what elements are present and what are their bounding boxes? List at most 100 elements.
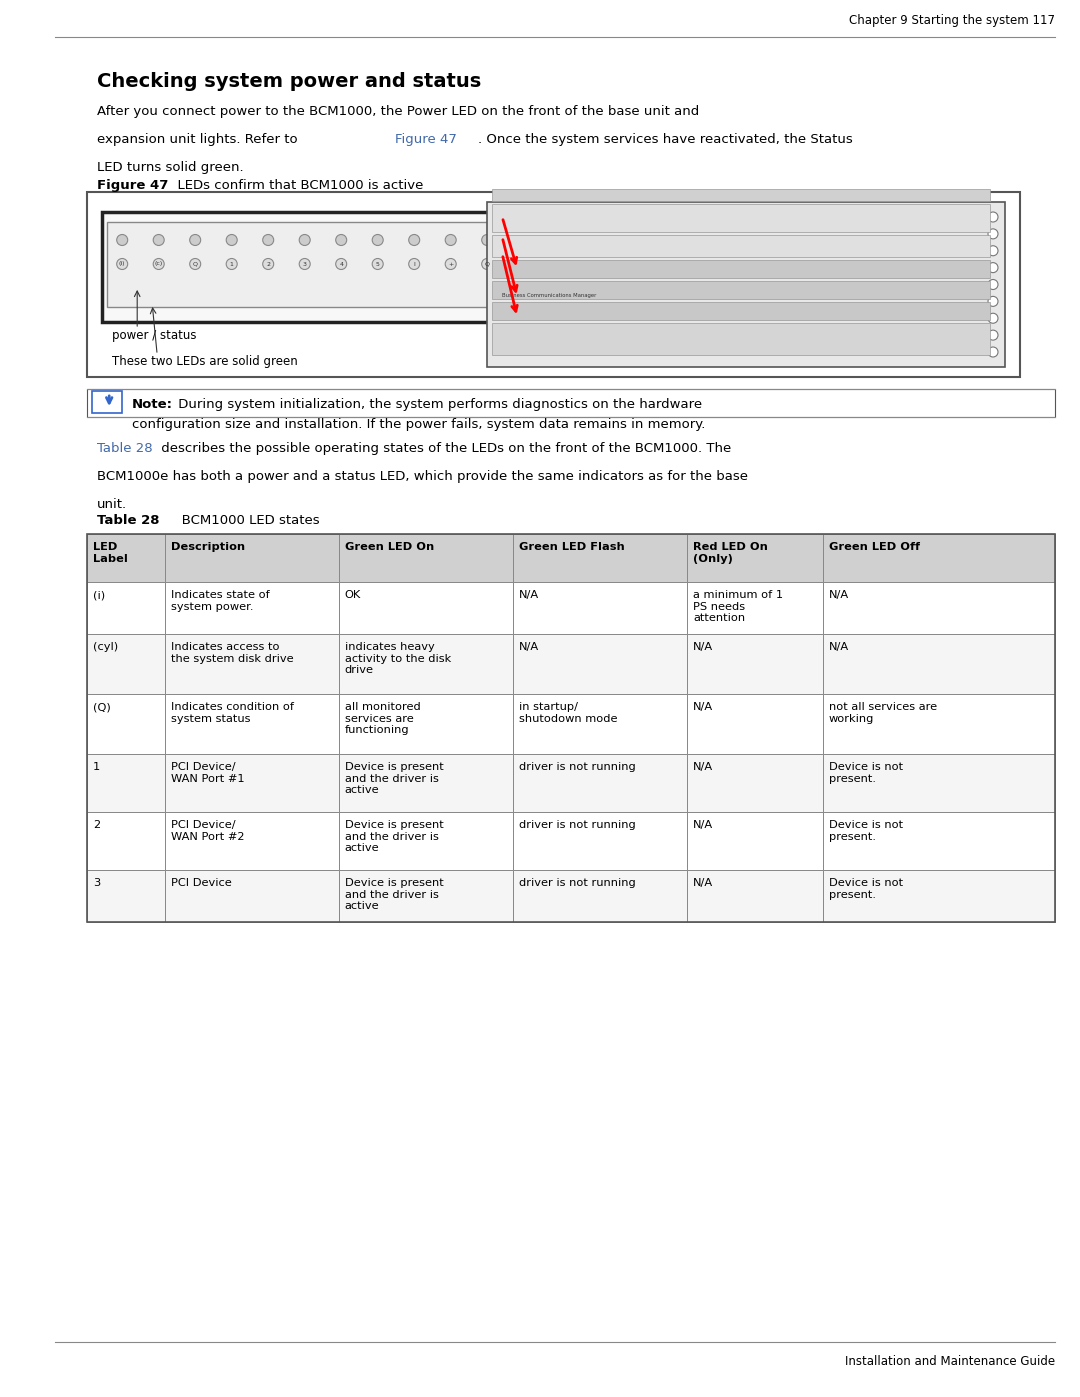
Text: 1: 1 <box>93 761 100 773</box>
Text: N/A: N/A <box>519 643 539 652</box>
Text: Figure 47: Figure 47 <box>97 179 168 191</box>
Text: Device is present
and the driver is
active: Device is present and the driver is acti… <box>345 820 444 854</box>
Text: Indicates access to
the system disk drive: Indicates access to the system disk driv… <box>171 643 294 664</box>
Text: 3: 3 <box>93 877 100 888</box>
FancyBboxPatch shape <box>513 870 687 922</box>
FancyBboxPatch shape <box>103 212 508 321</box>
Text: 3: 3 <box>302 261 307 267</box>
Text: all monitored
services are
functioning: all monitored services are functioning <box>345 703 420 735</box>
Circle shape <box>117 235 127 246</box>
Circle shape <box>988 346 998 358</box>
Circle shape <box>408 258 420 270</box>
Circle shape <box>190 235 201 246</box>
Text: After you connect power to the BCM1000, the Power LED on the front of the base u: After you connect power to the BCM1000, … <box>97 105 700 117</box>
FancyBboxPatch shape <box>164 754 339 812</box>
Text: Indicates state of
system power.: Indicates state of system power. <box>171 590 269 612</box>
Text: Chapter 9 Starting the system 117: Chapter 9 Starting the system 117 <box>849 14 1055 27</box>
Text: Figure 47: Figure 47 <box>395 133 457 147</box>
Text: (Q): (Q) <box>93 703 111 712</box>
Text: Device is present
and the driver is
active: Device is present and the driver is acti… <box>345 877 444 911</box>
FancyBboxPatch shape <box>687 812 823 870</box>
Circle shape <box>373 235 383 246</box>
Text: Table 28: Table 28 <box>97 514 160 527</box>
Text: (cyl): (cyl) <box>93 643 119 652</box>
FancyBboxPatch shape <box>823 754 1055 812</box>
Text: 5: 5 <box>376 261 380 267</box>
FancyBboxPatch shape <box>513 583 687 634</box>
Text: Indicates condition of
system status: Indicates condition of system status <box>171 703 294 724</box>
Text: N/A: N/A <box>693 761 714 773</box>
FancyBboxPatch shape <box>87 388 1055 416</box>
FancyBboxPatch shape <box>339 634 513 694</box>
Text: Green LED Flash: Green LED Flash <box>519 542 625 552</box>
Text: configuration size and installation. If the power fails, system data remains in : configuration size and installation. If … <box>132 418 705 432</box>
FancyBboxPatch shape <box>823 634 1055 694</box>
Text: 2: 2 <box>93 820 100 830</box>
Text: indicates heavy
activity to the disk
drive: indicates heavy activity to the disk dri… <box>345 643 451 675</box>
Circle shape <box>482 235 492 246</box>
Circle shape <box>988 212 998 222</box>
Text: in startup/
shutodown mode: in startup/ shutodown mode <box>519 703 618 724</box>
Text: Red LED On
(Only): Red LED On (Only) <box>693 542 768 563</box>
Text: These two LEDs are solid green: These two LEDs are solid green <box>112 355 298 367</box>
FancyBboxPatch shape <box>513 754 687 812</box>
Text: 1: 1 <box>230 261 233 267</box>
Text: a minimum of 1
PS needs
attention: a minimum of 1 PS needs attention <box>693 590 783 623</box>
Circle shape <box>262 258 273 270</box>
Text: Table 28: Table 28 <box>97 441 153 455</box>
Text: LED turns solid green.: LED turns solid green. <box>97 161 244 175</box>
Text: BCM1000e has both a power and a status LED, which provide the same indicators as: BCM1000e has both a power and a status L… <box>97 469 748 483</box>
FancyBboxPatch shape <box>492 260 990 278</box>
Circle shape <box>299 258 310 270</box>
Text: Note:: Note: <box>132 398 173 411</box>
Circle shape <box>445 235 456 246</box>
FancyBboxPatch shape <box>87 583 164 634</box>
Circle shape <box>153 235 164 246</box>
Text: OK: OK <box>345 590 361 599</box>
Text: unit.: unit. <box>97 497 127 511</box>
Circle shape <box>336 258 347 270</box>
Text: expansion unit lights. Refer to: expansion unit lights. Refer to <box>97 133 302 147</box>
Circle shape <box>988 263 998 272</box>
FancyBboxPatch shape <box>339 870 513 922</box>
Circle shape <box>336 235 347 246</box>
FancyBboxPatch shape <box>823 870 1055 922</box>
FancyBboxPatch shape <box>339 694 513 754</box>
FancyBboxPatch shape <box>339 534 513 583</box>
Text: During system initialization, the system performs diagnostics on the hardware: During system initialization, the system… <box>174 398 702 411</box>
FancyBboxPatch shape <box>164 812 339 870</box>
FancyBboxPatch shape <box>687 694 823 754</box>
Circle shape <box>262 235 273 246</box>
FancyBboxPatch shape <box>513 694 687 754</box>
FancyBboxPatch shape <box>164 583 339 634</box>
Text: N/A: N/A <box>828 590 849 599</box>
FancyBboxPatch shape <box>164 694 339 754</box>
FancyBboxPatch shape <box>339 812 513 870</box>
FancyBboxPatch shape <box>687 870 823 922</box>
Circle shape <box>445 258 456 270</box>
FancyBboxPatch shape <box>107 222 502 307</box>
Circle shape <box>190 258 201 270</box>
Circle shape <box>988 330 998 339</box>
Text: (i): (i) <box>119 261 125 267</box>
Circle shape <box>226 258 238 270</box>
Text: 2: 2 <box>266 261 270 267</box>
FancyBboxPatch shape <box>513 812 687 870</box>
Circle shape <box>408 235 420 246</box>
FancyBboxPatch shape <box>492 204 990 232</box>
Text: BCM1000 LED states: BCM1000 LED states <box>170 514 320 527</box>
FancyBboxPatch shape <box>492 235 990 257</box>
FancyBboxPatch shape <box>823 583 1055 634</box>
Circle shape <box>226 235 238 246</box>
Text: Business Communications Manager: Business Communications Manager <box>502 292 596 298</box>
Text: (i): (i) <box>93 590 106 599</box>
Text: I: I <box>414 261 415 267</box>
Text: LEDs confirm that BCM1000 is active: LEDs confirm that BCM1000 is active <box>170 179 423 191</box>
Text: power / status: power / status <box>112 330 197 342</box>
Text: PCI Device: PCI Device <box>171 877 231 888</box>
FancyBboxPatch shape <box>87 754 164 812</box>
FancyBboxPatch shape <box>87 870 164 922</box>
Text: Installation and Maintenance Guide: Installation and Maintenance Guide <box>845 1355 1055 1368</box>
FancyBboxPatch shape <box>164 534 339 583</box>
Text: N/A: N/A <box>693 643 714 652</box>
